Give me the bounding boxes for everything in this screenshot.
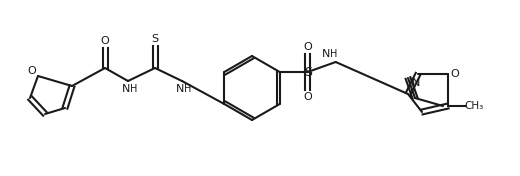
Text: N: N xyxy=(176,84,184,94)
Text: N: N xyxy=(122,84,130,94)
Text: O: O xyxy=(28,66,36,76)
Text: O: O xyxy=(101,36,109,46)
Text: S: S xyxy=(304,65,311,78)
Text: O: O xyxy=(451,69,459,79)
Text: H: H xyxy=(330,49,337,59)
Text: O: O xyxy=(303,42,312,52)
Text: CH₃: CH₃ xyxy=(464,101,484,111)
Text: H: H xyxy=(131,84,138,94)
Text: N: N xyxy=(321,49,330,59)
Text: S: S xyxy=(151,34,159,44)
Text: N: N xyxy=(412,78,420,88)
Text: H: H xyxy=(184,84,192,94)
Text: O: O xyxy=(303,92,312,102)
